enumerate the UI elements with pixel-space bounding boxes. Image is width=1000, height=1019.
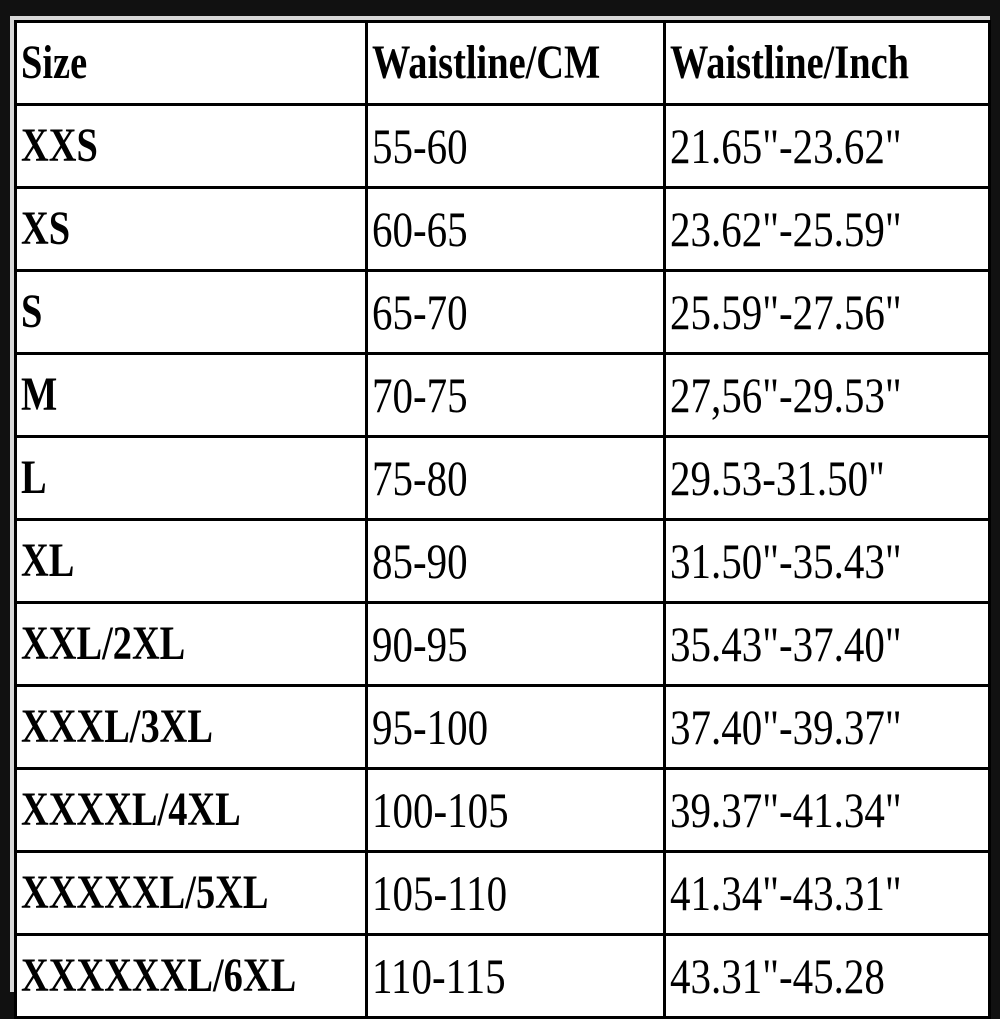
size-chart-table: Size Waistline/CM Waistline/Inch XXS 55-6…: [14, 20, 991, 1019]
waist-inch-cell: 29.53-31.50": [663, 435, 991, 521]
header-waist-cm: Waistline/CM: [365, 20, 666, 106]
table-row: XXXL/3XL 95-100 37.40"-39.37": [14, 684, 991, 770]
size-cell: XXL/2XL: [14, 601, 368, 687]
size-cell-text: XXXXXXL/6XL: [21, 949, 297, 1002]
size-cell: XXXXXL/5XL: [14, 850, 368, 936]
waist-cm-cell: 70-75: [365, 352, 666, 438]
waist-cm-cell-text: 65-70: [372, 284, 468, 340]
table-row: XL 85-90 31.50"-35.43": [14, 518, 991, 604]
waist-inch-cell: 23.62"-25.59": [663, 186, 991, 272]
waist-cm-cell: 90-95: [365, 601, 666, 687]
waist-cm-cell-text: 70-75: [372, 367, 468, 423]
table-row: XXS 55-60 21.65"-23.62": [14, 103, 991, 189]
size-cell: S: [14, 269, 368, 355]
waist-cm-cell: 60-65: [365, 186, 666, 272]
table-row: XXXXL/4XL 100-105 39.37"-41.34": [14, 767, 991, 853]
size-cell-text: L: [21, 451, 47, 504]
table-row: XXXXXXL/6XL 110-115 43.31"-45.28: [14, 933, 991, 1019]
waist-inch-cell-text: 41.34"-43.31": [670, 865, 902, 921]
waist-cm-cell: 55-60: [365, 103, 666, 189]
size-cell-text: M: [21, 368, 58, 421]
waist-inch-cell: 25.59"-27.56": [663, 269, 991, 355]
size-cell-text: XL: [21, 534, 75, 587]
waist-inch-cell-text: 29.53-31.50": [670, 450, 885, 506]
header-waist-inch-label: Waistline/Inch: [670, 36, 909, 89]
waist-cm-cell-text: 110-115: [372, 948, 506, 1004]
size-cell-text: XS: [21, 202, 71, 255]
header-waist-cm-label: Waistline/CM: [372, 36, 601, 89]
waist-inch-cell: 31.50"-35.43": [663, 518, 991, 604]
waist-cm-cell-text: 90-95: [372, 616, 468, 672]
size-cell-text: XXXL/3XL: [21, 700, 214, 753]
waist-inch-cell-text: 23.62"-25.59": [670, 201, 902, 257]
waist-cm-cell-text: 85-90: [372, 533, 468, 589]
waist-inch-cell-text: 25.59"-27.56": [670, 284, 902, 340]
size-cell: XXXXXXL/6XL: [14, 933, 368, 1019]
waist-inch-cell: 37.40"-39.37": [663, 684, 991, 770]
waist-inch-cell: 27,56"-29.53": [663, 352, 991, 438]
size-cell-text: XXXXL/4XL: [21, 783, 241, 836]
size-cell: XL: [14, 518, 368, 604]
waist-cm-cell-text: 75-80: [372, 450, 468, 506]
waist-cm-cell: 85-90: [365, 518, 666, 604]
table-row: L 75-80 29.53-31.50": [14, 435, 991, 521]
table-row: M 70-75 27,56"-29.53": [14, 352, 991, 438]
waist-inch-cell: 21.65"-23.62": [663, 103, 991, 189]
waist-cm-cell: 65-70: [365, 269, 666, 355]
size-cell-text: XXXXXL/5XL: [21, 866, 269, 919]
size-cell-text: XXL/2XL: [21, 617, 186, 670]
waist-cm-cell: 100-105: [365, 767, 666, 853]
waist-inch-cell: 35.43"-37.40": [663, 601, 991, 687]
waist-cm-cell: 75-80: [365, 435, 666, 521]
waist-inch-cell: 41.34"-43.31": [663, 850, 991, 936]
waist-cm-cell-text: 55-60: [372, 118, 468, 174]
waist-inch-cell: 39.37"-41.34": [663, 767, 991, 853]
waist-inch-cell-text: 21.65"-23.62": [670, 118, 902, 174]
waist-cm-cell: 105-110: [365, 850, 666, 936]
size-cell: XS: [14, 186, 368, 272]
waist-inch-cell-text: 37.40"-39.37": [670, 699, 902, 755]
header-waist-inch: Waistline/Inch: [663, 20, 991, 106]
waist-cm-cell: 110-115: [365, 933, 666, 1019]
size-cell-text: S: [21, 285, 43, 338]
waist-cm-cell-text: 105-110: [372, 865, 508, 921]
waist-inch-cell-text: 31.50"-35.43": [670, 533, 902, 589]
waist-inch-cell-text: 27,56"-29.53": [670, 367, 902, 423]
waist-inch-cell-text: 39.37"-41.34": [670, 782, 902, 838]
size-cell: L: [14, 435, 368, 521]
header-row: Size Waistline/CM Waistline/Inch: [14, 20, 991, 106]
table-row: S 65-70 25.59"-27.56": [14, 269, 991, 355]
table-row: XXXXXL/5XL 105-110 41.34"-43.31": [14, 850, 991, 936]
header-size: Size: [14, 20, 368, 106]
size-cell-text: XXS: [21, 119, 98, 172]
waist-cm-cell-text: 95-100: [372, 699, 489, 755]
waist-cm-cell-text: 60-65: [372, 201, 468, 257]
waist-inch-cell: 43.31"-45.28: [663, 933, 991, 1019]
waist-cm-cell: 95-100: [365, 684, 666, 770]
size-cell: XXXXL/4XL: [14, 767, 368, 853]
table-row: XXL/2XL 90-95 35.43"-37.40": [14, 601, 991, 687]
waist-inch-cell-text: 35.43"-37.40": [670, 616, 902, 672]
size-cell: XXS: [14, 103, 368, 189]
waist-inch-cell-text: 43.31"-45.28: [670, 948, 885, 1004]
table-row: XS 60-65 23.62"-25.59": [14, 186, 991, 272]
waist-cm-cell-text: 100-105: [372, 782, 509, 838]
header-size-label: Size: [21, 36, 88, 89]
size-cell: XXXL/3XL: [14, 684, 368, 770]
size-cell: M: [14, 352, 368, 438]
